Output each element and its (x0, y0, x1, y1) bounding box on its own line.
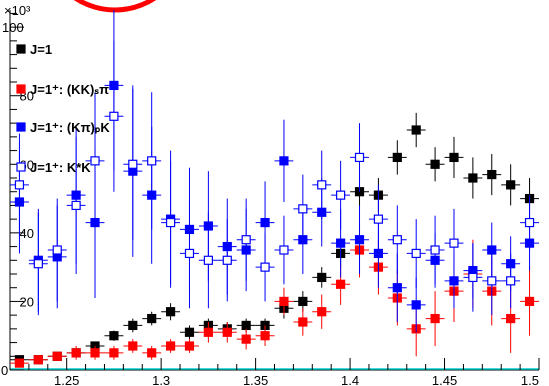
data-point (203, 327, 213, 337)
legend-label: J=1⁺: (KK)ₛπ (30, 82, 109, 97)
data-point (147, 313, 157, 324)
top-decoration-circle (73, 0, 157, 13)
data-point (392, 283, 402, 293)
data-point (354, 235, 365, 245)
data-point (241, 235, 251, 245)
data-point (109, 111, 119, 121)
data-point (279, 245, 289, 255)
data-point (184, 327, 195, 337)
data-point (128, 159, 138, 169)
data-point (411, 300, 421, 310)
x-tick-label: 1.45 (432, 373, 457, 386)
data-point (373, 214, 384, 224)
data-point (90, 348, 100, 358)
y-tick-label: 100 (2, 20, 24, 35)
data-point (109, 348, 119, 358)
data-point (487, 276, 497, 286)
data-points (10, 10, 539, 368)
data-point (128, 320, 138, 331)
data-point (336, 190, 346, 200)
data-point (33, 355, 43, 365)
data-point (468, 173, 478, 183)
data-point (279, 156, 289, 166)
data-point (184, 248, 195, 259)
data-point (128, 341, 138, 351)
data-point (260, 262, 270, 272)
y-tick-label: 0 (1, 363, 8, 378)
series-4 (10, 40, 539, 316)
data-point (392, 152, 402, 163)
data-point (184, 341, 195, 351)
x-tick-label: 1.4 (341, 373, 359, 386)
data-point (14, 358, 25, 368)
data-point (147, 348, 157, 358)
data-point (411, 248, 421, 259)
legend-label: J=1 (30, 42, 52, 57)
data-point (165, 307, 176, 317)
data-point (222, 255, 232, 265)
data-point (506, 180, 516, 190)
data-point (260, 217, 270, 228)
legend-marker (16, 162, 26, 172)
data-point (392, 235, 402, 245)
data-point (468, 272, 478, 283)
legend-marker (16, 44, 26, 54)
data-point (165, 341, 176, 351)
legend: J=1 J=1⁺: (KK)ₛπ J=1⁺: (Kπ)ₚK J=1⁺: K*K (16, 42, 110, 175)
data-point (317, 307, 327, 317)
data-point (52, 245, 62, 255)
data-point (90, 156, 100, 166)
data-point (506, 276, 516, 286)
data-point (411, 125, 421, 135)
data-point (487, 169, 497, 180)
legend-label: J=1⁺: K*K (30, 160, 91, 175)
data-point (165, 217, 176, 228)
data-point (449, 152, 459, 163)
data-point (298, 296, 308, 307)
legend-label: J=1⁺: (Kπ)ₚK (30, 120, 110, 135)
data-point (430, 313, 440, 324)
data-point (52, 351, 62, 361)
data-point (354, 152, 365, 163)
legend-marker (16, 122, 26, 132)
x-tick-label: 1.25 (54, 373, 79, 386)
x-tick-label: 1.3 (152, 373, 170, 386)
y-axis-multiplier: ×10³ (4, 3, 31, 18)
data-point (241, 320, 251, 331)
data-point (336, 279, 346, 289)
data-point (430, 245, 440, 255)
data-point (109, 331, 119, 341)
data-point (317, 180, 327, 190)
data-point (449, 238, 459, 248)
y-tick-label: 20 (20, 294, 34, 309)
data-point (241, 334, 251, 344)
data-point (222, 327, 232, 337)
data-point (506, 313, 516, 324)
data-point (14, 180, 25, 190)
x-axis-ticks: 1.25 1.3 1.35 1.4 1.45 1.5 (9, 358, 540, 386)
data-point (279, 296, 289, 307)
data-point (33, 259, 43, 269)
data-point (336, 238, 346, 248)
data-point (71, 200, 81, 211)
data-point (298, 317, 308, 327)
data-point (524, 296, 535, 307)
data-point (430, 159, 440, 169)
data-point (317, 272, 327, 283)
data-point (203, 255, 213, 265)
data-point (71, 348, 81, 358)
y-tick-label: 40 (20, 226, 34, 241)
data-point (524, 217, 535, 228)
x-tick-label: 1.35 (243, 373, 268, 386)
data-point (260, 331, 270, 341)
data-point (147, 156, 157, 166)
data-point (298, 204, 308, 214)
legend-marker (16, 84, 26, 94)
x-tick-label: 1.5 (521, 373, 539, 386)
data-point (449, 276, 459, 286)
